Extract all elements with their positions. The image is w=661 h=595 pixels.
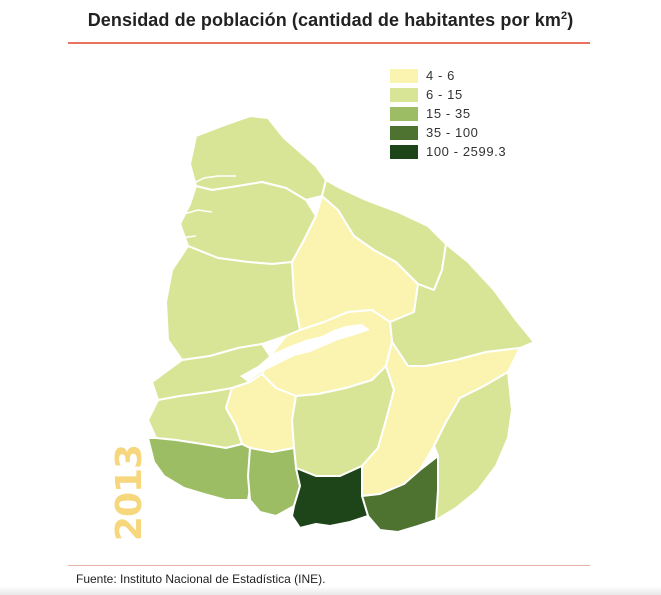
legend-swatch-35-100: [390, 125, 418, 140]
legend-swatch-15-35: [390, 106, 418, 121]
dept-san-jose: [247, 447, 301, 517]
legend-swatch-4-6: [390, 68, 418, 83]
legend-label: 100 - 2599.3: [426, 144, 507, 159]
map-title-superscript: 2: [560, 10, 568, 22]
source-note: Fuente: Instituto Nacional de Estadístic…: [76, 572, 326, 586]
legend-swatch-100-2599: [390, 144, 418, 159]
map-title: Densidad de población (cantidad de habit…: [0, 10, 661, 31]
legend-swatch-6-15: [390, 87, 418, 102]
footer-divider: [68, 565, 590, 566]
legend-item: 15 - 35: [390, 104, 506, 123]
legend-item: 100 - 2599.3: [390, 142, 506, 161]
map-title-text: Densidad de población (cantidad de habit…: [87, 10, 561, 30]
map-title-close: ): [567, 10, 574, 30]
legend-label: 15 - 35: [426, 106, 471, 121]
legend-item: 6 - 15: [390, 85, 506, 104]
legend-label: 4 - 6: [426, 68, 456, 83]
river-north: [179, 175, 236, 239]
legend-label: 35 - 100: [426, 125, 479, 140]
legend: 4 - 6 6 - 15 15 - 35 35 - 100 100 - 2599…: [390, 66, 506, 161]
dept-paysandu: [165, 245, 301, 361]
legend-label: 6 - 15: [426, 87, 463, 102]
legend-item: 35 - 100: [390, 123, 506, 142]
dept-maldonado: [361, 455, 439, 533]
bottom-shade: [0, 586, 661, 595]
rio-negro-reservoir: [240, 324, 370, 382]
year-label: 2013: [108, 444, 150, 542]
legend-item: 4 - 6: [390, 66, 506, 85]
title-divider: [68, 42, 590, 44]
dept-canelones: [291, 465, 369, 529]
